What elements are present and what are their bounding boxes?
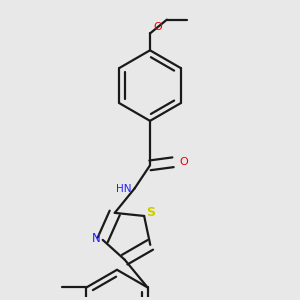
Text: HN: HN <box>116 184 132 194</box>
Text: O: O <box>153 22 162 32</box>
Text: O: O <box>180 157 188 167</box>
Text: S: S <box>146 206 155 219</box>
Text: N: N <box>92 232 100 245</box>
